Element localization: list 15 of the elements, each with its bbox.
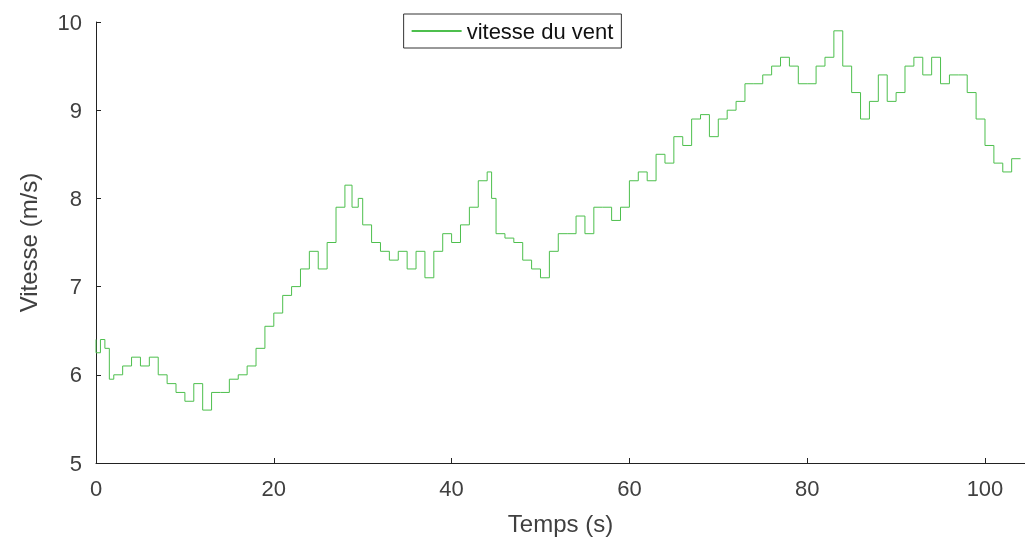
y-tick-label: 8 [69,185,82,211]
x-axis-title: Temps (s) [507,509,614,537]
y-tick-label: 5 [69,450,82,476]
y-tick-label: 6 [69,362,82,388]
legend-label: vitesse du vent [466,18,614,44]
x-tick-label: 100 [966,475,1004,501]
y-axis-title: Vitesse (m/s) [14,172,42,313]
y-tick-label: 9 [69,97,82,123]
y-tick-label: 7 [69,274,82,300]
x-tick-label: 40 [439,475,464,501]
y-tick-label: 10 [57,9,82,35]
x-tick-label: 60 [617,475,642,501]
x-tick-label: 20 [261,475,287,501]
x-tick-label: 0 [89,475,103,501]
x-tick-label: 80 [794,475,820,501]
